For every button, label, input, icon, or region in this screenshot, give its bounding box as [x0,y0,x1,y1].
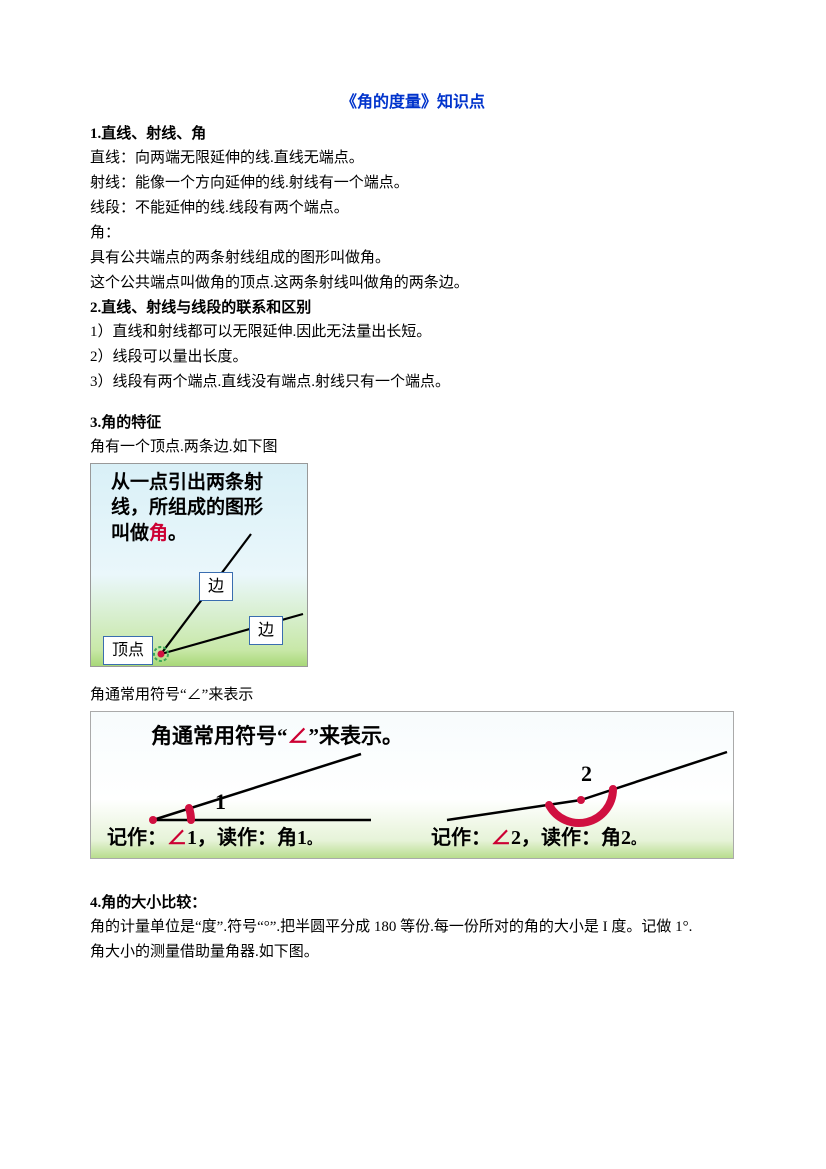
s4-heading: 4.角的大小比较： [90,891,736,915]
figure-angle-definition: 从一点引出两条射 线，所组成的图形 叫做角。 边 边 顶点 [90,463,308,667]
s3-p1: 角有一个顶点.两条边.如下图 [90,435,736,459]
fig1-label-side-upper: 边 [199,572,233,602]
fig2-cap2: 记作：∠2，读作：角2。 [431,822,645,854]
fig2-cap1: 记作：∠1，读作：角1。 [107,822,321,854]
page-title: 《角的度量》知识点 [90,90,736,116]
fig1-label-vertex: 顶点 [103,636,153,666]
s3-heading: 3.角的特征 [90,411,736,435]
fig2-cap2-pre: 记作： [431,827,491,849]
s4-p1: 角的计量单位是“度”.符号“°”.把半圆平分成 180 等份.每一份所对的角的大… [90,915,736,939]
fig2-num1: 1 [215,784,226,819]
fig2-num2: 2 [581,756,592,791]
fig2-cap1-mid: 1，读作：角1 [187,827,307,849]
s1-p6: 这个公共端点叫做角的顶点.这两条射线叫做角的两条边。 [90,271,736,295]
s1-p4: 角： [90,221,736,245]
s1-p5: 具有公共端点的两条射线组成的图形叫做角。 [90,246,736,270]
s1-p2: 射线：能像一个方向延伸的线.射线有一个端点。 [90,171,736,195]
fig1-label-side-lower: 边 [249,616,283,646]
fig2-cap1-pre: 记作： [107,827,167,849]
figure-angle-notation: 角通常用符号“∠”来表示。 1 2 记作：∠1，读作：角1。 记作：∠2，读作：… [90,711,734,859]
fig2-cap2-mid: 2，读作：角2 [511,827,631,849]
fig2-cap1-sym: ∠ [167,827,187,849]
s1-p3: 线段：不能延伸的线.线段有两个端点。 [90,196,736,220]
s2-p1: 1）直线和射线都可以无限延伸.因此无法量出长短。 [90,320,736,344]
fig2-cap2-sym: ∠ [491,827,511,849]
fig2-cap1-post: 。 [307,833,321,848]
s2-p2: 2）线段可以量出长度。 [90,345,736,369]
fig2-cap2-post: 。 [631,833,645,848]
s1-p1: 直线：向两端无限延伸的线.直线无端点。 [90,146,736,170]
s2-heading: 2.直线、射线与线段的联系和区别 [90,296,736,320]
s3-p2: 角通常用符号“∠”来表示 [90,683,736,707]
s2-p3: 3）线段有两个端点.直线没有端点.射线只有一个端点。 [90,370,736,394]
s1-heading: 1.直线、射线、角 [90,122,736,146]
s4-p2: 角大小的测量借助量角器.如下图。 [90,940,736,964]
